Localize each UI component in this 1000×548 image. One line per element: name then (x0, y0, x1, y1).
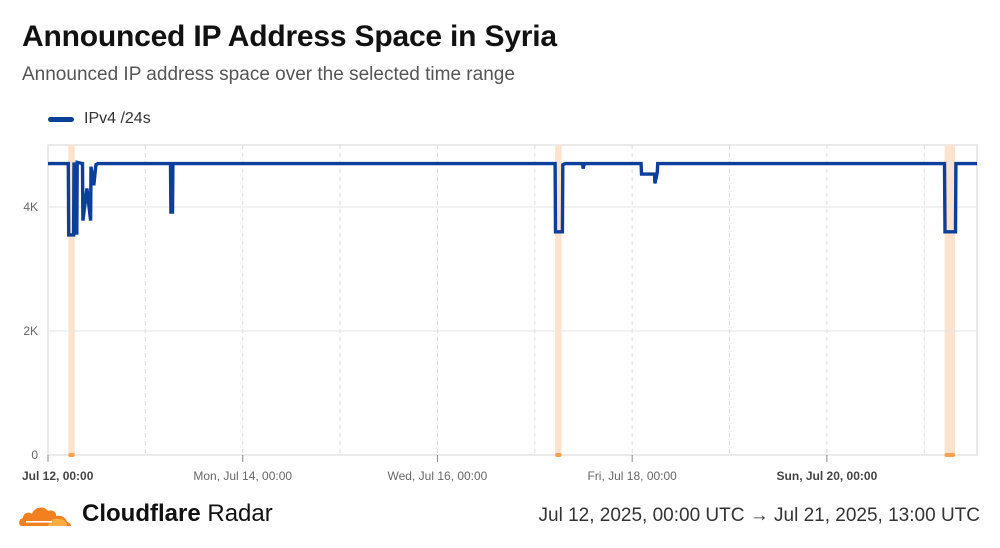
brand-regular: Radar (200, 500, 273, 527)
x-tick-label-2: Wed, Jul 16, 00:00 (388, 469, 488, 483)
brand-bold: Cloudflare (82, 500, 201, 527)
y-tick-label-2: 4K (23, 200, 38, 214)
y-tick-label-0: 0 (31, 448, 38, 462)
legend-label: IPv4 /24s (84, 110, 151, 127)
chart-subtitle: Announced IP address space over the sele… (22, 64, 515, 85)
x-tick-label-4: Sun, Jul 20, 00:00 (777, 469, 878, 483)
brand-name: Cloudflare Radar (82, 500, 273, 528)
highlight-marker-2 (944, 453, 956, 457)
y-tick-label-1: 2K (23, 324, 38, 338)
highlight-range-2 (944, 145, 956, 455)
highlight-marker-0 (68, 453, 75, 457)
x-tick-label-0: Jul 12, 00:00 (22, 469, 94, 483)
legend-swatch (48, 116, 74, 122)
time-range: Jul 12, 2025, 00:00 UTC → Jul 21, 2025, … (538, 505, 980, 526)
legend[interactable]: IPv4 /24s (48, 110, 151, 128)
highlight-marker-1 (555, 453, 562, 457)
x-tick-label-3: Fri, Jul 18, 00:00 (587, 469, 677, 483)
series-line-0 (48, 160, 977, 237)
chart-title: Announced IP Address Space in Syria (22, 20, 557, 53)
plot-frame (47, 144, 978, 456)
x-tick-label-1: Mon, Jul 14, 00:00 (193, 469, 292, 483)
highlight-range-0 (68, 145, 75, 455)
highlight-range-1 (555, 145, 562, 455)
cloud-icon (19, 507, 71, 526)
cloudflare-radar-logo: Cloudflare Radar (18, 500, 273, 528)
